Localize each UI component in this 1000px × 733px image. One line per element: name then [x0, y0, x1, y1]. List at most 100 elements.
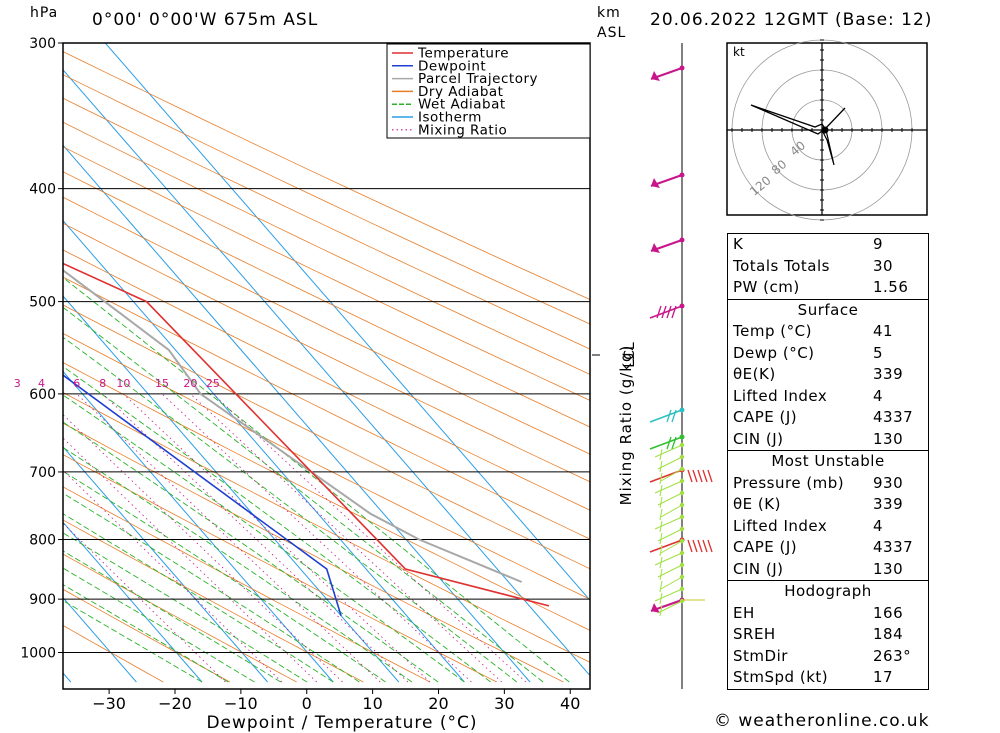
wet-adiabat	[63, 584, 229, 683]
hodograph-row: EH 166	[728, 603, 928, 625]
isotherm	[0, 43, 5, 682]
temperature-axis: −30 −20 −10 0 10 20 30 40	[92, 689, 580, 713]
mixing-ratio-tick-label: 3	[14, 377, 21, 390]
dry-adiabat	[63, 332, 590, 600]
most-unstable-value: 130	[873, 559, 904, 578]
dry-adiabat	[63, 553, 297, 683]
hodograph-label: EH	[733, 603, 755, 622]
dry-adiabat	[63, 304, 590, 570]
height-unit-asl: ASL	[597, 25, 627, 41]
surface-label: CAPE (J)	[733, 408, 798, 426]
dry-adiabat	[63, 97, 590, 350]
dry-adiabat	[63, 422, 564, 683]
wet-adiabat	[63, 306, 544, 683]
hodograph-row: SREH 184	[728, 624, 928, 646]
lcl-label: LCL	[622, 342, 638, 368]
dry-adiabat	[63, 51, 590, 300]
dewpoint-line	[63, 374, 342, 617]
legend-entry: Parcel Trajectory	[418, 71, 538, 87]
temperature-tick-label: 20	[428, 694, 448, 713]
legend-entry: Dewpoint	[418, 58, 486, 74]
wet-adiabat	[63, 567, 255, 683]
legend-entry: Wet Adiabat	[418, 97, 506, 113]
datetime-title: 20.06.2022 12GMT (Base: 12)	[650, 10, 933, 30]
hodograph-row: StmSpd (kt) 17	[728, 667, 928, 690]
hodograph-label: StmSpd (kt)	[733, 668, 829, 686]
pressure-tick-label: 700	[29, 465, 56, 481]
surface-value: 130	[873, 429, 904, 448]
wet-adiabat	[63, 550, 281, 683]
mixing-ratio-tick-label: 20	[183, 377, 197, 390]
mixing-ratio-labels: 12346810152025	[14, 377, 220, 390]
parcel-trajectory-line	[63, 268, 523, 583]
dry-adiabat	[63, 588, 231, 683]
pressure-tick-label: 600	[29, 387, 56, 403]
hodograph-section-title: Hodograph	[728, 580, 928, 603]
dry-adiabat	[63, 171, 590, 428]
most-unstable-row: Lifted Index 4	[728, 516, 928, 538]
surface-section-title: Surface	[728, 298, 928, 322]
hodograph-value: 166	[873, 603, 904, 622]
isotherm	[63, 521, 203, 683]
top-label: K	[733, 235, 744, 253]
credit-footer[interactable]: © weatheronline.co.uk	[714, 711, 930, 731]
legend-entry: Isotherm	[418, 110, 482, 126]
surface-row: CIN (J) 130	[728, 429, 928, 451]
surface-value: 5	[873, 343, 884, 362]
dry-adiabat	[63, 454, 497, 683]
isotherm	[63, 144, 531, 683]
surface-value: 4337	[873, 408, 914, 426]
top-row: Totals Totals 30	[728, 256, 928, 278]
wet-adiabat	[63, 532, 308, 683]
dry-adiabat-lines	[63, 51, 590, 683]
surface-row: CAPE (J) 4337	[728, 407, 928, 429]
top-label: PW (cm)	[733, 278, 800, 296]
pressure-tick-label: 1000	[20, 646, 56, 662]
temperature-line	[63, 262, 550, 607]
wet-adiabat	[63, 447, 413, 683]
dry-adiabat	[63, 486, 431, 683]
pressure-tick-label: 900	[29, 592, 56, 608]
isotherm-lines	[0, 43, 590, 683]
most-unstable-label: Pressure (mb)	[733, 473, 845, 492]
wet-adiabat	[63, 336, 518, 683]
legend-entry: Mixing Ratio	[418, 122, 507, 138]
dry-adiabat	[63, 121, 590, 375]
dry-adiabat	[63, 276, 590, 540]
surface-label: Lifted Index	[733, 386, 828, 405]
wet-adiabat	[63, 492, 360, 683]
isotherm	[63, 672, 72, 683]
surface-label: Temp (°C)	[733, 322, 812, 340]
dry-adiabat	[63, 196, 590, 455]
isobar-lines	[63, 43, 590, 653]
dry-adiabat	[63, 624, 164, 683]
dry-adiabat	[63, 519, 364, 683]
mixing-ratio-lines	[63, 393, 527, 683]
surface-label: θE(K)	[733, 365, 776, 383]
mixing-ratio-line	[102, 393, 409, 683]
most-unstable-label: θE (K)	[733, 495, 781, 513]
plot-frame	[62, 42, 591, 690]
mixing-ratio-line	[63, 414, 343, 683]
hodograph-unit: kt	[733, 45, 745, 59]
hodograph-value: 263°	[873, 646, 912, 665]
pressure-axis: 300 400 500 600 700 800 900 1000	[20, 36, 63, 662]
surface-value: 4	[873, 386, 884, 405]
surface-row: θE(K) 339	[728, 364, 928, 386]
mixing-ratio-tick-label: 15	[155, 377, 169, 390]
hodograph-label: StmDir	[733, 646, 788, 665]
legend-entry: Dry Adiabat	[418, 84, 503, 100]
pressure-tick-label: 400	[29, 182, 56, 198]
wet-adiabat	[63, 513, 334, 683]
temperature-tick-label: −20	[158, 694, 192, 713]
surface-label: CIN (J)	[733, 429, 784, 448]
most-unstable-row: CIN (J) 130	[728, 559, 928, 581]
most-unstable-value: 339	[873, 495, 904, 513]
mixing-ratio-tick-label: 6	[73, 377, 80, 390]
most-unstable-label: Lifted Index	[733, 516, 828, 535]
most-unstable-row: Pressure (mb) 930	[728, 473, 928, 495]
wet-adiabat	[63, 421, 439, 683]
mixing-ratio-line	[76, 393, 381, 683]
x-axis-label: Dewpoint / Temperature (°C)	[206, 713, 477, 733]
